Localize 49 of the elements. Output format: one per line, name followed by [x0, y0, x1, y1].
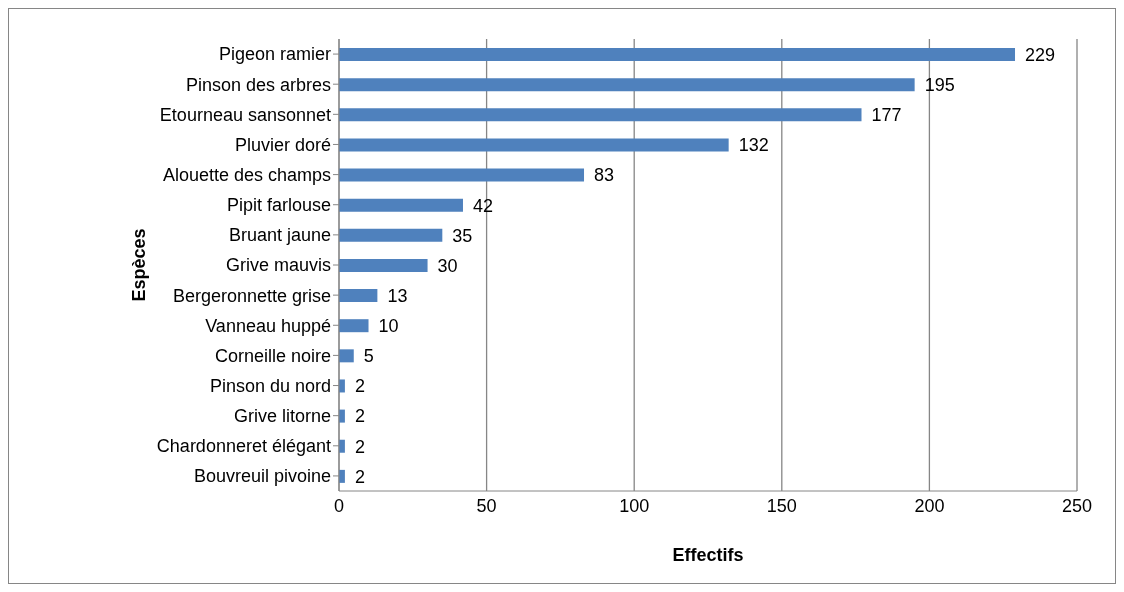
data-label: 10 [378, 316, 399, 337]
y-tick-label: Bouvreuil pivoine [193, 466, 331, 487]
bar [339, 349, 354, 363]
bar [339, 168, 585, 182]
bar [339, 108, 862, 122]
y-tick-label: Pigeon ramier [218, 44, 331, 65]
data-label: 2 [354, 376, 365, 397]
bar [339, 228, 443, 242]
x-tick-label: 100 [619, 495, 650, 516]
bar [339, 289, 378, 303]
data-label: 30 [437, 255, 458, 276]
data-label: 5 [363, 346, 374, 367]
x-tick-label: 50 [476, 495, 497, 516]
x-tick-label: 150 [766, 495, 797, 516]
x-axis-title: Effectifs [672, 545, 744, 565]
y-tick-label: Grive mauvis [225, 255, 331, 276]
x-tick-label: 0 [333, 495, 345, 516]
y-tick-label: Grive litorne [233, 406, 331, 427]
bar [339, 319, 369, 333]
data-label: 42 [472, 195, 494, 216]
y-tick-label: Pinson du nord [209, 375, 331, 396]
data-label: 229 [1025, 44, 1056, 65]
bar [339, 78, 915, 92]
x-tick-label: 250 [1061, 495, 1093, 516]
y-tick-label: Bruant jaune [228, 225, 331, 246]
data-label: 132 [738, 135, 769, 156]
data-label: 2 [354, 406, 365, 427]
bar [339, 48, 1016, 61]
bar [339, 198, 463, 212]
y-tick-label: Corneille noire [214, 345, 331, 366]
data-label: 195 [924, 75, 955, 96]
y-tick-label: Pinson des arbres [185, 74, 331, 95]
data-label: 2 [354, 466, 365, 487]
bar [339, 258, 428, 272]
data-label: 83 [594, 165, 615, 186]
y-tick-label: Alouette des champs [162, 164, 331, 185]
data-label: 13 [387, 285, 408, 306]
y-tick-label: Chardonneret élégant [156, 436, 331, 457]
y-tick-label: Vanneau huppé [205, 315, 331, 336]
bar [339, 138, 729, 152]
data-label: 2 [354, 436, 365, 457]
y-axis-title: Espèces [129, 228, 150, 302]
data-label: 35 [452, 225, 473, 246]
data-label: 177 [871, 105, 902, 126]
x-tick-label: 200 [914, 495, 945, 516]
y-tick-label: Pipit farlouse [226, 195, 331, 216]
y-tick-label: Bergeronnette grise [172, 285, 331, 306]
y-tick-label: Etourneau sansonnet [159, 104, 331, 125]
y-tick-label: Pluvier doré [234, 134, 331, 155]
